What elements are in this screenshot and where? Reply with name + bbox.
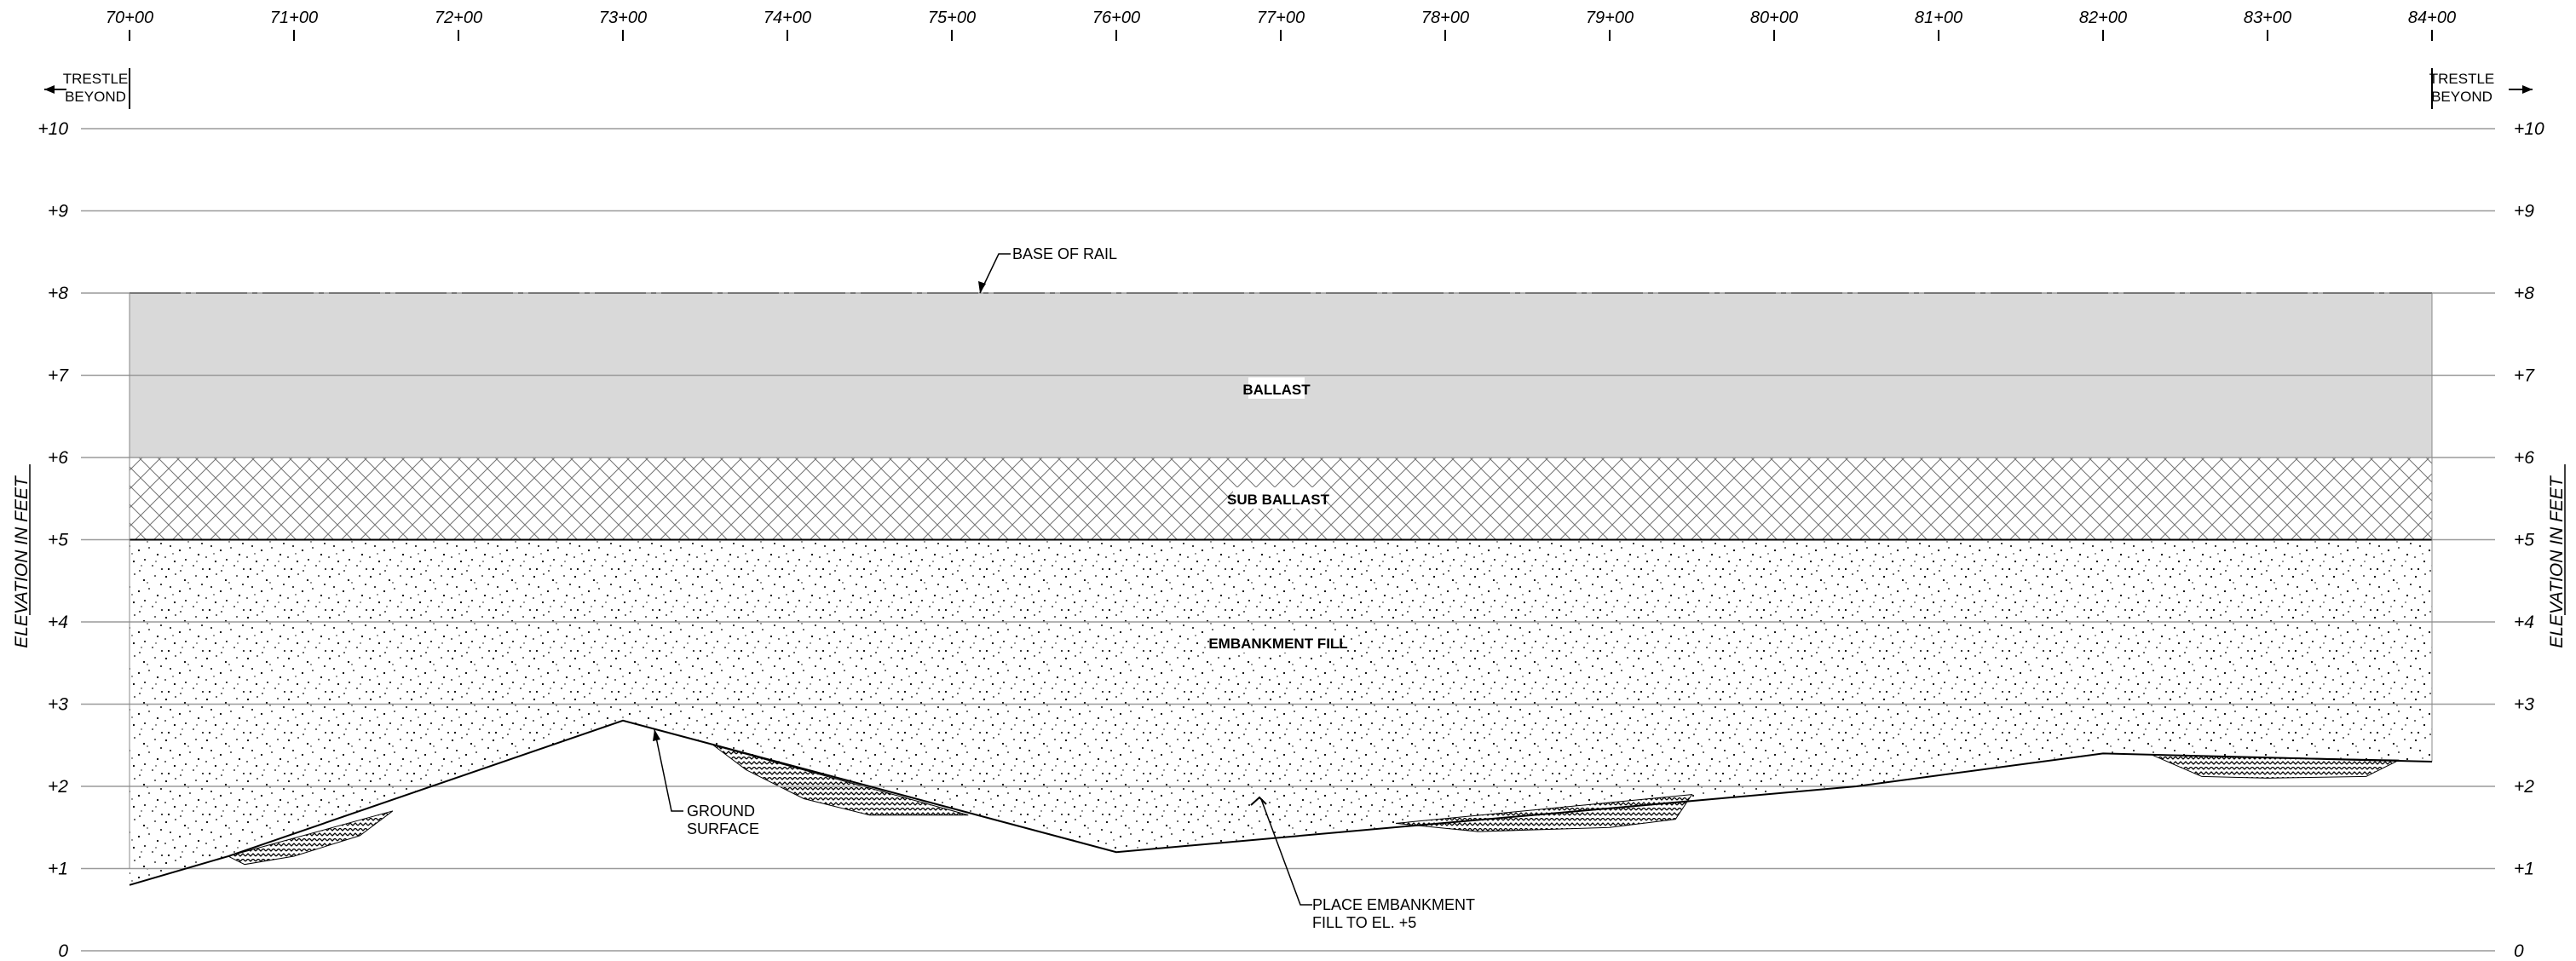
station-label: 75+00 bbox=[928, 9, 976, 27]
ground-surface-line bbox=[129, 719, 2433, 886]
embankment-fill-label-background bbox=[1220, 631, 1336, 653]
elevation-label-left: +2 bbox=[48, 777, 68, 797]
station-label: 72+00 bbox=[435, 9, 482, 27]
elevation-label-right: +1 bbox=[2514, 860, 2534, 879]
base-of-rail-leader bbox=[979, 253, 1011, 294]
elevation-label-left: +10 bbox=[37, 119, 68, 139]
elevation-label-right: +7 bbox=[2514, 366, 2535, 386]
ground-surface-arrowhead bbox=[653, 729, 660, 741]
station-label: 74+00 bbox=[764, 9, 811, 27]
left-trestle-label: TRESTLE bbox=[63, 71, 129, 87]
left-axis-title: ELEVATION IN FEET bbox=[12, 475, 32, 648]
station-label: 70+00 bbox=[106, 9, 153, 27]
station-label: 73+00 bbox=[599, 9, 647, 27]
place-fill-label: PLACE EMBANKMENT bbox=[1312, 896, 1475, 913]
elevation-label-right: +2 bbox=[2514, 777, 2534, 797]
left-trestle-arrowhead bbox=[44, 85, 55, 94]
base-of-rail-arrowhead bbox=[978, 281, 986, 293]
elevation-label-left: +6 bbox=[48, 448, 68, 468]
sub-ballast-label-background bbox=[1233, 487, 1323, 509]
right-trestle-arrowhead bbox=[2522, 85, 2533, 94]
station-label: 71+00 bbox=[270, 9, 318, 27]
station-label: 80+00 bbox=[1750, 9, 1798, 27]
elevation-label-right: +3 bbox=[2514, 695, 2534, 715]
place-fill-leader-mark bbox=[1250, 796, 1267, 806]
station-label: 79+00 bbox=[1586, 9, 1634, 27]
station-label: 84+00 bbox=[2408, 9, 2456, 27]
ground-surface-label: GROUND bbox=[687, 803, 755, 820]
elevation-label-right: +9 bbox=[2514, 202, 2534, 222]
elevation-label-left: +3 bbox=[48, 695, 68, 715]
elevation-label-left: +5 bbox=[48, 531, 68, 550]
elevation-label-right: +6 bbox=[2514, 448, 2534, 468]
embankment-fill-label: EMBANKMENT FILL bbox=[1208, 636, 1347, 652]
existing-ground-hatch-3 bbox=[1396, 794, 1693, 832]
existing-ground-hatch-1 bbox=[227, 810, 394, 866]
existing-ground-hatch-2 bbox=[712, 745, 969, 816]
elevation-label-left: +4 bbox=[48, 613, 68, 632]
right-trestle-label: BEYOND bbox=[2431, 89, 2492, 105]
elevation-label-right: +8 bbox=[2514, 284, 2534, 303]
station-label: 76+00 bbox=[1092, 9, 1140, 27]
elevation-label-right: 0 bbox=[2514, 941, 2524, 961]
station-label: 81+00 bbox=[1915, 9, 1962, 27]
elevation-label-left: +1 bbox=[48, 860, 68, 879]
right-trestle-label: TRESTLE bbox=[2429, 71, 2495, 87]
ground-surface-leader bbox=[654, 728, 683, 812]
right-axis-title: ELEVATION IN FEET bbox=[2547, 475, 2567, 648]
elevation-label-right: +4 bbox=[2514, 613, 2534, 632]
elevation-label-right: +5 bbox=[2514, 531, 2534, 550]
station-label: 82+00 bbox=[2079, 9, 2127, 27]
station-label: 78+00 bbox=[1421, 9, 1469, 27]
ballast-label-background bbox=[1248, 377, 1305, 399]
elevation-label-right: +10 bbox=[2514, 119, 2544, 139]
place-fill-label: FILL TO EL. +5 bbox=[1312, 914, 1416, 931]
left-trestle-label: BEYOND bbox=[65, 89, 126, 105]
ground-surface-label: SURFACE bbox=[687, 820, 759, 837]
elevation-label-left: +8 bbox=[48, 284, 68, 303]
station-label: 77+00 bbox=[1257, 9, 1305, 27]
sub-ballast-label: SUB BALLAST bbox=[1227, 492, 1330, 508]
place-fill-leader bbox=[1260, 798, 1312, 906]
ballast-label: BALLAST bbox=[1242, 382, 1311, 398]
elevation-label-left: 0 bbox=[58, 941, 68, 961]
elevation-label-left: +9 bbox=[48, 202, 68, 222]
base-of-rail-label: BASE OF RAIL bbox=[1012, 245, 1117, 262]
station-label: 83+00 bbox=[2244, 9, 2291, 27]
embankment-fill-area bbox=[130, 539, 2432, 885]
elevation-label-left: +7 bbox=[48, 366, 69, 386]
